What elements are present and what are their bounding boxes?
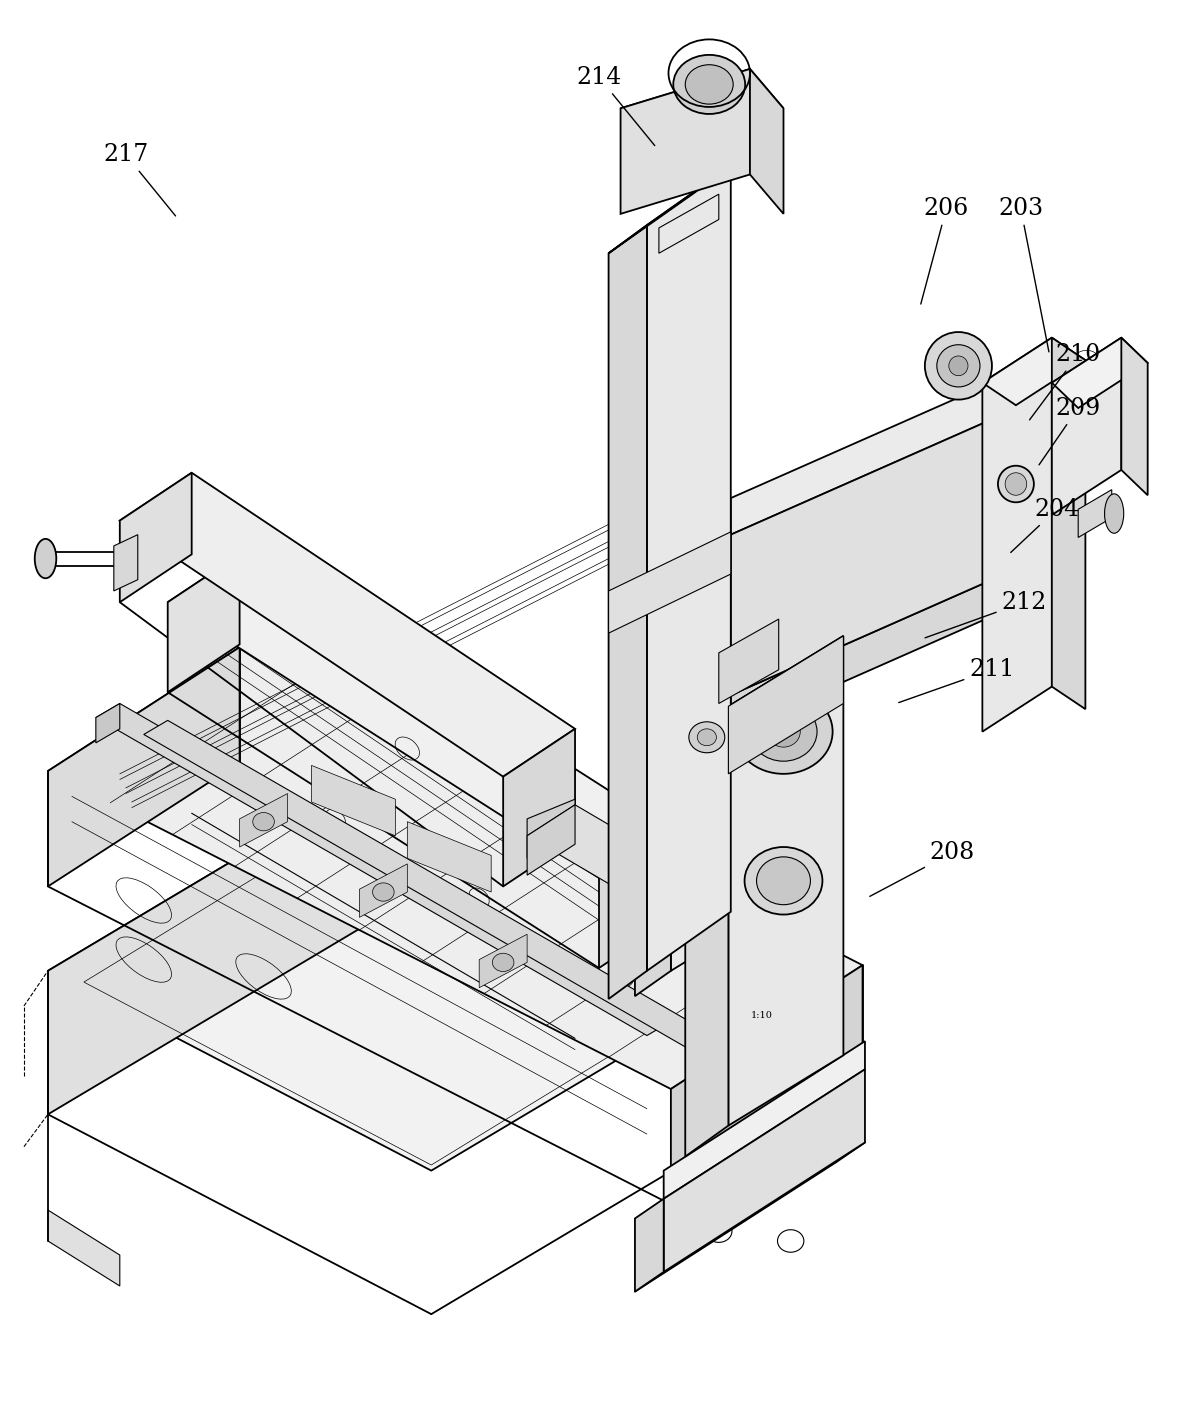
Polygon shape xyxy=(671,788,767,971)
Ellipse shape xyxy=(1105,494,1124,533)
Text: 217: 217 xyxy=(103,144,176,215)
Polygon shape xyxy=(609,532,731,633)
Polygon shape xyxy=(728,636,843,1126)
Polygon shape xyxy=(240,794,288,847)
Polygon shape xyxy=(114,535,138,591)
Polygon shape xyxy=(527,805,695,906)
Text: 206: 206 xyxy=(921,197,969,304)
Ellipse shape xyxy=(492,954,514,971)
Polygon shape xyxy=(1052,338,1085,709)
Polygon shape xyxy=(719,619,779,704)
Text: 214: 214 xyxy=(576,66,655,145)
Text: 211: 211 xyxy=(898,658,1015,702)
Polygon shape xyxy=(609,166,731,253)
Polygon shape xyxy=(664,1041,865,1199)
Polygon shape xyxy=(48,771,383,1114)
Polygon shape xyxy=(96,704,120,743)
Ellipse shape xyxy=(685,65,733,104)
Ellipse shape xyxy=(750,702,817,761)
Polygon shape xyxy=(1121,338,1148,495)
Polygon shape xyxy=(168,554,240,692)
Polygon shape xyxy=(479,934,527,988)
Polygon shape xyxy=(144,720,719,1052)
Polygon shape xyxy=(168,554,671,878)
Polygon shape xyxy=(982,338,1085,405)
Polygon shape xyxy=(635,847,671,996)
Polygon shape xyxy=(359,864,407,917)
Polygon shape xyxy=(621,69,783,148)
Text: 210: 210 xyxy=(1029,343,1101,419)
Polygon shape xyxy=(635,788,767,872)
Ellipse shape xyxy=(253,813,274,830)
Text: 209: 209 xyxy=(1039,397,1101,464)
Polygon shape xyxy=(1078,490,1112,537)
Polygon shape xyxy=(527,805,575,875)
Ellipse shape xyxy=(757,857,811,905)
Ellipse shape xyxy=(937,345,980,387)
Ellipse shape xyxy=(1005,473,1027,495)
Ellipse shape xyxy=(689,722,725,753)
Ellipse shape xyxy=(767,716,800,747)
Text: 208: 208 xyxy=(870,841,975,896)
Polygon shape xyxy=(96,704,671,1036)
Ellipse shape xyxy=(35,539,56,578)
Polygon shape xyxy=(120,473,192,602)
Polygon shape xyxy=(407,822,491,892)
Polygon shape xyxy=(659,194,719,253)
Polygon shape xyxy=(609,225,647,999)
Polygon shape xyxy=(503,729,575,886)
Polygon shape xyxy=(48,647,240,886)
Polygon shape xyxy=(120,473,575,777)
Ellipse shape xyxy=(998,466,1034,502)
Polygon shape xyxy=(750,69,783,214)
Polygon shape xyxy=(685,636,843,737)
Ellipse shape xyxy=(949,356,968,376)
Text: 1:10: 1:10 xyxy=(751,1012,773,1020)
Polygon shape xyxy=(731,402,1030,695)
Ellipse shape xyxy=(734,689,833,774)
Polygon shape xyxy=(48,1210,120,1286)
Polygon shape xyxy=(48,647,863,1089)
Ellipse shape xyxy=(697,729,716,746)
Text: 212: 212 xyxy=(925,591,1047,637)
Polygon shape xyxy=(635,1199,664,1292)
Polygon shape xyxy=(527,799,575,858)
Polygon shape xyxy=(731,366,1030,535)
Ellipse shape xyxy=(673,55,745,114)
Ellipse shape xyxy=(745,847,823,915)
Text: 204: 204 xyxy=(1011,498,1079,553)
Polygon shape xyxy=(599,830,671,968)
Polygon shape xyxy=(1052,338,1121,515)
Polygon shape xyxy=(671,965,863,1204)
Polygon shape xyxy=(48,771,767,1171)
Polygon shape xyxy=(664,1069,865,1272)
Polygon shape xyxy=(647,166,731,971)
Ellipse shape xyxy=(373,884,394,902)
Polygon shape xyxy=(621,69,750,214)
Polygon shape xyxy=(728,636,843,774)
Text: 203: 203 xyxy=(998,197,1049,352)
Polygon shape xyxy=(383,771,767,1114)
Polygon shape xyxy=(685,706,728,1157)
Polygon shape xyxy=(1052,338,1148,408)
Ellipse shape xyxy=(925,332,992,400)
Polygon shape xyxy=(311,765,395,836)
Polygon shape xyxy=(731,563,1030,732)
Polygon shape xyxy=(982,338,1052,732)
